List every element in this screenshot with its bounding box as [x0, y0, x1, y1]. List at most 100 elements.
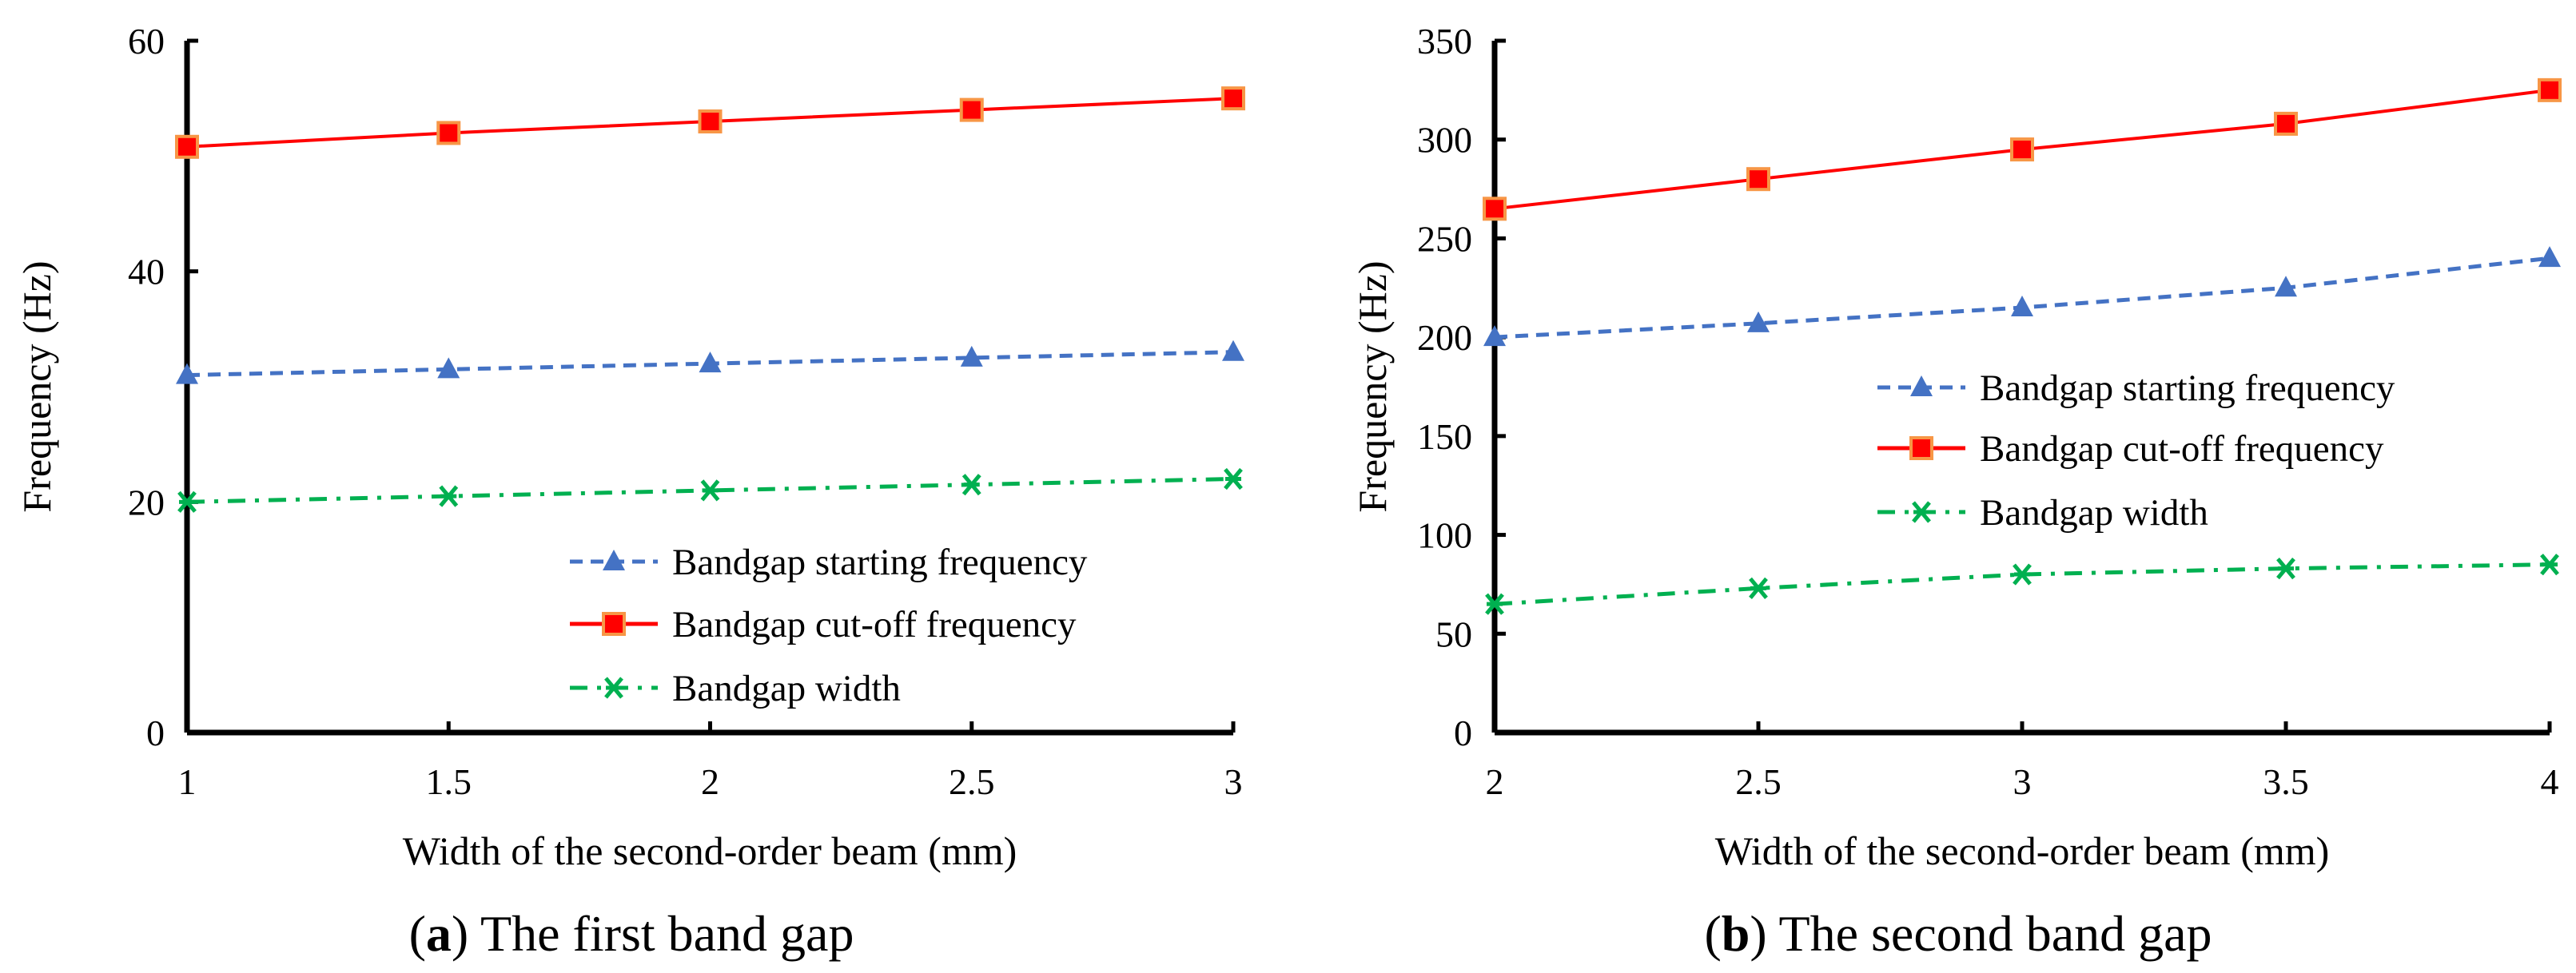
- data-point: [1747, 311, 1770, 332]
- series-x: [177, 467, 1243, 513]
- y-tick-label: 60: [128, 21, 165, 62]
- data-point: [2538, 77, 2562, 102]
- x-tick-label: 1.5: [426, 761, 472, 802]
- legend-marker: [602, 612, 626, 636]
- x-tick-label: 3: [1224, 761, 1243, 802]
- y-tick-label: 150: [1417, 416, 1472, 457]
- data-point: [698, 109, 723, 134]
- legend-label: Bandgap width: [1980, 492, 2208, 534]
- series-square: [175, 86, 1245, 159]
- legend-label: Bandgap starting frequency: [672, 542, 1088, 583]
- data-point: [2010, 137, 2034, 162]
- series-triangle: [176, 340, 1244, 384]
- data-point: [960, 345, 983, 367]
- legend-marker: [604, 677, 623, 699]
- y-tick-label: 20: [128, 482, 165, 522]
- data-point: [2276, 558, 2295, 580]
- legend-label: Bandgap cut-off frequency: [1980, 428, 2384, 470]
- data-point: [1222, 340, 1244, 361]
- data-point: [700, 479, 720, 502]
- x-tick-label: 3: [2013, 761, 2032, 802]
- y-tick-label: 100: [1417, 515, 1472, 556]
- data-point: [1221, 86, 1245, 111]
- data-point: [2274, 111, 2298, 136]
- data-point: [175, 134, 199, 159]
- x-stroke: [962, 474, 981, 496]
- x-stroke: [439, 485, 459, 507]
- x-stroke: [2276, 558, 2295, 580]
- data-point: [2540, 554, 2559, 576]
- caption-text: The second band gap: [1767, 905, 2212, 962]
- x-stroke: [1224, 467, 1243, 490]
- x-tick-label: 2: [1486, 761, 1504, 802]
- y-tick-label: 50: [1435, 614, 1472, 654]
- data-point: [437, 357, 460, 379]
- y-tick-label: 40: [128, 252, 165, 292]
- data-point: [177, 490, 197, 513]
- legend-entry: Bandgap width: [570, 668, 901, 709]
- x-stroke: [1485, 593, 1504, 615]
- data-point: [959, 97, 984, 122]
- y-tick-label: 350: [1417, 21, 1472, 62]
- caption-letter: b: [1722, 905, 1750, 962]
- series-line: [186, 476, 1234, 504]
- legend-marker: [1910, 375, 1933, 396]
- series-line: [1494, 562, 2550, 606]
- chart-a: 0 20 40 60 1 1.5 2 2.5 3 Width of the second-orde…: [14, 21, 1245, 962]
- x-stroke: [1912, 501, 1931, 523]
- data-point: [2013, 563, 2032, 586]
- legend-entry: Bandgap cut-off frequency: [570, 604, 1077, 645]
- x-axis-label: Width of the second-order beam (mm): [1715, 828, 2330, 873]
- y-axis-label: Frequency (Hz): [1350, 260, 1395, 512]
- caption-paren: ): [1750, 905, 1766, 962]
- caption-letter: a: [426, 905, 452, 962]
- data-point: [1746, 167, 1770, 192]
- legend-entry: Bandgap starting frequency: [1877, 367, 2395, 409]
- x-tick-label: 1: [178, 761, 197, 802]
- x-tick-label: 2.5: [949, 761, 995, 802]
- data-point: [1483, 325, 1506, 347]
- caption-paren: ): [452, 905, 468, 962]
- y-tick-label: 200: [1417, 317, 1472, 358]
- legend-marker: [1912, 501, 1931, 523]
- legend-label: Bandgap cut-off frequency: [672, 604, 1077, 645]
- legend-entry: Bandgap cut-off frequency: [1877, 428, 2384, 470]
- legend-entry: Bandgap starting frequency: [570, 542, 1088, 583]
- x-axis-label: Width of the second-order beam (mm): [403, 828, 1017, 873]
- x-tick-label: 4: [2541, 761, 2559, 802]
- y-tick-label: 0: [146, 713, 165, 753]
- data-point: [1749, 577, 1768, 599]
- series-square: [1483, 77, 2562, 221]
- data-point: [2275, 276, 2297, 297]
- data-point: [962, 474, 981, 496]
- data-point: [176, 363, 198, 384]
- legend-marker: [603, 550, 625, 570]
- data-point: [1483, 197, 1507, 221]
- legend-label: Bandgap width: [672, 668, 901, 709]
- data-point: [436, 121, 461, 145]
- data-point: [1224, 467, 1243, 490]
- data-point: [699, 351, 722, 373]
- legend-label: Bandgap starting frequency: [1980, 367, 2395, 409]
- y-axis-label: Frequency (Hz): [14, 260, 59, 512]
- y-tick-label: 300: [1417, 120, 1472, 161]
- data-point: [439, 485, 459, 507]
- x-tick-label: 3.5: [2263, 761, 2309, 802]
- x-stroke: [2540, 554, 2559, 576]
- series-x: [1485, 554, 2559, 615]
- caption-text: The first band gap: [468, 905, 854, 962]
- x-stroke: [2013, 563, 2032, 586]
- y-tick-label: 250: [1417, 218, 1472, 259]
- x-stroke: [604, 677, 623, 699]
- legend-marker: [1909, 436, 1933, 460]
- y-tick-label: 0: [1454, 713, 1472, 753]
- caption: (a) The first band gap: [409, 905, 854, 962]
- x-stroke: [177, 490, 197, 513]
- caption: (b) The second band gap: [1704, 905, 2212, 962]
- chart-b: 0 50 100 150 200 250 300 350 2 2.5 3 3.5 4 Width of t…: [1350, 21, 2562, 962]
- series-triangle: [1483, 246, 2561, 347]
- data-point: [1485, 593, 1504, 615]
- x-stroke: [1749, 577, 1768, 599]
- data-point: [2538, 246, 2561, 268]
